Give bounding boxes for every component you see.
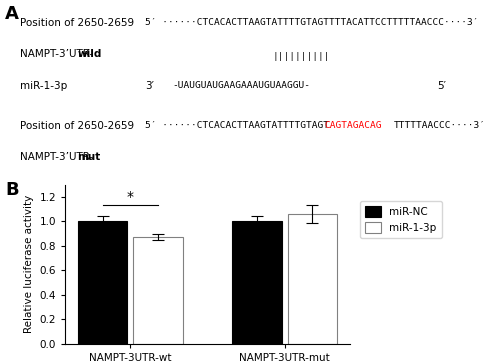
Bar <box>288 214 337 344</box>
Text: CAGTAGACAG: CAGTAGACAG <box>324 121 382 130</box>
Text: Position of 2650-2659: Position of 2650-2659 <box>20 121 134 131</box>
Bar <box>232 222 281 344</box>
Text: mut: mut <box>78 152 101 162</box>
Text: wild: wild <box>78 49 102 59</box>
Text: 3′: 3′ <box>145 81 154 92</box>
Text: A: A <box>5 5 19 24</box>
Text: Position of 2650-2659: Position of 2650-2659 <box>20 18 134 28</box>
Text: B: B <box>5 181 18 199</box>
Y-axis label: Relative luciferase activity: Relative luciferase activity <box>24 195 34 333</box>
Text: 5′ ······CTCACACTTAAGTATTTTGTAGT: 5′ ······CTCACACTTAAGTATTTTGTAGT <box>145 121 329 130</box>
Bar <box>78 222 128 344</box>
Bar <box>134 237 183 344</box>
Text: NAMPT-3’UTR-: NAMPT-3’UTR- <box>20 49 93 59</box>
Text: TTTTTAACCC····3′: TTTTTAACCC····3′ <box>394 121 486 130</box>
Text: 5′: 5′ <box>438 81 446 92</box>
Text: ||||||||||: |||||||||| <box>272 52 330 62</box>
Text: 5′ ······CTCACACTTAAGTATTTTGTAGTTTTACATTCCTTTTTAACCC····3′: 5′ ······CTCACACTTAAGTATTTTGTAGTTTTACATT… <box>145 18 478 27</box>
Text: NAMPT-3’UTR-: NAMPT-3’UTR- <box>20 152 93 162</box>
Text: *: * <box>127 190 134 204</box>
Text: -UAUGUAUGAAGAAAUGUAAGGU-: -UAUGUAUGAAGAAAUGUAAGGU- <box>172 81 310 90</box>
Legend: miR-NC, miR-1-3p: miR-NC, miR-1-3p <box>360 201 442 238</box>
Text: miR-1-3p: miR-1-3p <box>20 81 67 92</box>
